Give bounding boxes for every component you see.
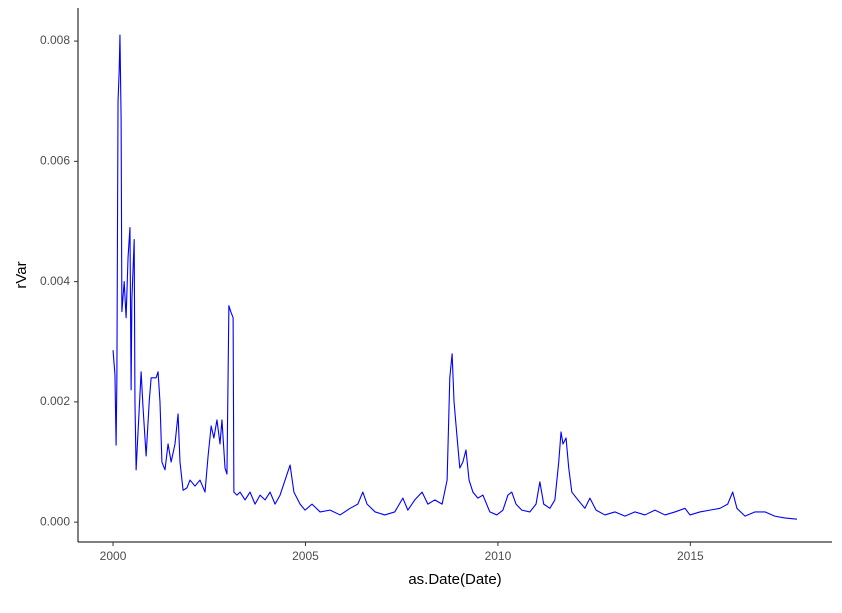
x-tick-label: 2005 [292,549,319,563]
data-line [112,34,798,520]
y-tick-label: 0.006 [40,154,70,168]
y-tick-label: 0.004 [40,274,70,288]
y-tick-label: 0.002 [40,394,70,408]
y-tick-label: 0.000 [40,514,70,528]
y-tick-label: 0.008 [40,33,70,47]
x-tick-label: 2000 [100,549,127,563]
y-axis-title: rVar [13,261,30,288]
x-axis-title: as.Date(Date) [408,571,501,588]
x-tick-label: 2015 [677,549,704,563]
x-tick-label: 2010 [485,549,512,563]
